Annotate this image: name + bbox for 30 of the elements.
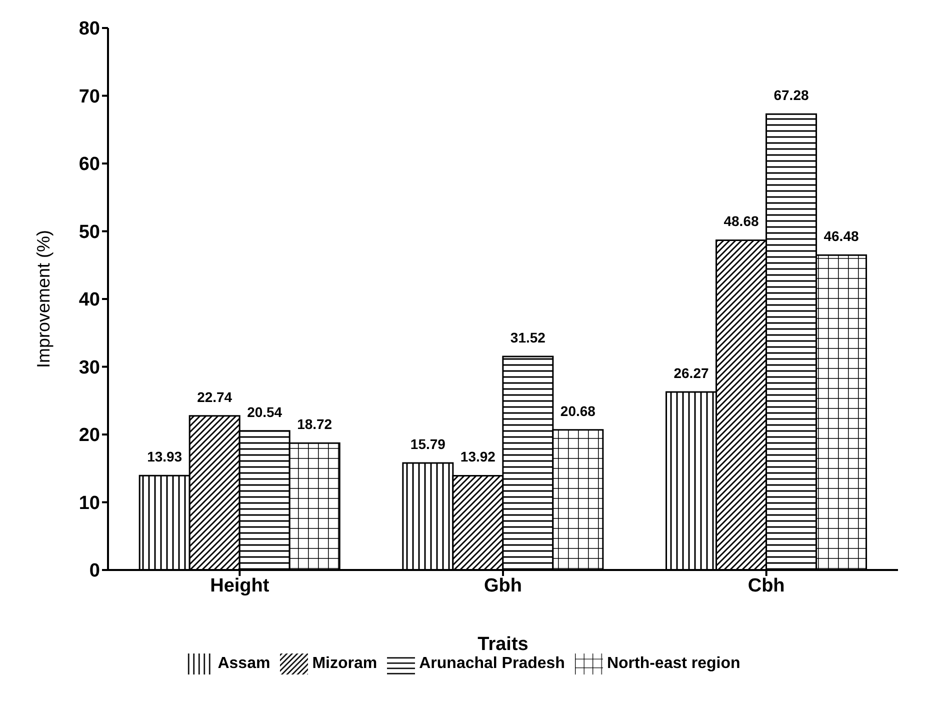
- y-tick-label: 60: [78, 154, 100, 176]
- x-tick-label: Cbh: [748, 575, 785, 596]
- legend-label: North-east region: [606, 655, 740, 672]
- data-label: 20.68: [560, 402, 596, 419]
- data-label: 22.74: [197, 388, 232, 405]
- y-tick-label: 50: [78, 222, 100, 243]
- data-label: 48.68: [724, 213, 759, 230]
- legend-label: Assam: [218, 655, 270, 672]
- x-tick-label: Height: [210, 575, 270, 596]
- data-label: 18.72: [297, 416, 332, 432]
- x-tick-label: Gbh: [484, 575, 522, 596]
- data-label: 46.48: [824, 228, 859, 244]
- data-label: 13.93: [147, 448, 182, 465]
- y-tick-label: 10: [78, 492, 100, 514]
- data-label: 26.27: [674, 365, 709, 382]
- legend-label: Arunachal Pradesh: [419, 655, 565, 672]
- y-tick-label: 30: [78, 357, 100, 378]
- legend-label: Mizoram: [312, 655, 378, 672]
- data-label: 20.54: [247, 404, 282, 420]
- data-label: 13.92: [460, 448, 496, 465]
- y-tick-label: 40: [78, 290, 100, 311]
- y-tick-label: 80: [78, 18, 100, 40]
- data-label: 15.79: [410, 436, 446, 452]
- data-label: 67.28: [774, 87, 809, 104]
- y-tick-label: 0: [89, 560, 100, 582]
- y-tick-label: 70: [78, 86, 100, 108]
- x-axis-title: Traits: [478, 634, 528, 655]
- y-tick-label: 20: [78, 425, 100, 446]
- data-label: 31.52: [510, 329, 546, 346]
- y-axis-title: Improvement (%): [33, 230, 54, 368]
